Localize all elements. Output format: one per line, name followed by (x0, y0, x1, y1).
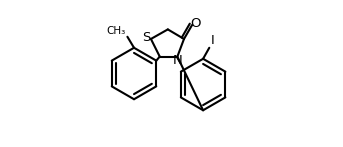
Text: I: I (211, 35, 214, 47)
Text: N: N (173, 54, 182, 67)
Text: S: S (143, 31, 151, 44)
Text: O: O (190, 17, 201, 30)
Text: CH₃: CH₃ (107, 26, 126, 36)
